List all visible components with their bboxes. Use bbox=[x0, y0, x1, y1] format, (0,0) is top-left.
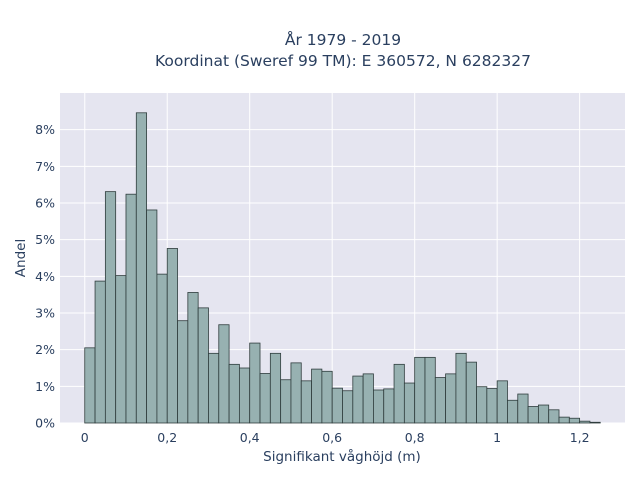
histogram-bar bbox=[115, 275, 127, 424]
histogram-bar bbox=[476, 386, 488, 424]
histogram-bar bbox=[249, 342, 261, 424]
histogram-bar bbox=[146, 209, 158, 424]
y-tick-label: 1% bbox=[35, 379, 55, 394]
histogram-bar bbox=[177, 320, 189, 424]
histogram-bar bbox=[331, 387, 343, 424]
x-tick-label: 0 bbox=[81, 430, 89, 445]
histogram-bar bbox=[104, 191, 117, 424]
histogram-bar bbox=[434, 377, 447, 424]
y-tick-label: 2% bbox=[35, 342, 55, 357]
histogram-bar bbox=[373, 389, 385, 424]
y-tick-label: 6% bbox=[35, 196, 55, 211]
histogram-bar bbox=[465, 361, 477, 424]
histogram-bar bbox=[208, 352, 220, 424]
histogram-bar bbox=[527, 406, 539, 424]
histogram-bar bbox=[300, 380, 312, 424]
y-tick-label: 8% bbox=[35, 122, 55, 137]
histogram-bar bbox=[568, 417, 581, 424]
y-tick-label: 0% bbox=[35, 416, 55, 431]
histogram-bar bbox=[259, 373, 271, 424]
x-axis-title: Signifikant våghöjd (m) bbox=[263, 448, 421, 465]
histogram-bar bbox=[517, 393, 529, 424]
histogram-bar bbox=[362, 373, 374, 424]
chart-title-line1: År 1979 - 2019 bbox=[285, 30, 401, 49]
y-tick-label: 7% bbox=[35, 159, 55, 174]
x-tick-label: 1,2 bbox=[570, 430, 590, 445]
histogram-bar bbox=[486, 388, 498, 424]
histogram-bar bbox=[589, 421, 601, 424]
x-tick-label: 1 bbox=[493, 430, 501, 445]
histogram-bar bbox=[197, 307, 209, 424]
histogram-bar bbox=[218, 324, 230, 424]
x-tick-label: 0,4 bbox=[240, 430, 260, 445]
histogram-bar bbox=[558, 416, 570, 424]
histogram-bar bbox=[496, 380, 508, 424]
histogram-bar bbox=[228, 363, 240, 424]
histogram-bar bbox=[187, 292, 199, 424]
histogram-bar bbox=[507, 399, 519, 424]
histogram-bar bbox=[84, 347, 96, 424]
histogram-bar bbox=[94, 280, 106, 424]
histogram-bar bbox=[311, 368, 323, 424]
histogram-bar bbox=[166, 248, 178, 424]
histogram-bar bbox=[125, 193, 137, 424]
histogram-bar bbox=[269, 352, 282, 424]
histogram-bar bbox=[321, 370, 333, 424]
y-axis-ticks: 0% 1% 2% 3% 4% 5% 6% 7% 8% bbox=[35, 122, 55, 430]
histogram-bar bbox=[280, 379, 292, 424]
histogram-bar bbox=[455, 352, 467, 424]
y-axis-title: Andel bbox=[13, 239, 29, 277]
histogram-bar bbox=[238, 367, 251, 424]
chart-title-line2: Koordinat (Sweref 99 TM): E 360572, N 62… bbox=[155, 52, 531, 70]
histogram-bar bbox=[135, 112, 148, 424]
histogram-bar bbox=[383, 388, 395, 424]
x-tick-label: 0,8 bbox=[405, 430, 425, 445]
histogram-bar bbox=[424, 356, 436, 424]
histogram-bars bbox=[84, 112, 601, 424]
y-tick-label: 4% bbox=[35, 269, 55, 284]
histogram-bar bbox=[445, 373, 457, 424]
histogram-bar bbox=[156, 273, 168, 424]
x-tick-label: 0,6 bbox=[322, 430, 342, 445]
histogram-bar bbox=[537, 404, 550, 424]
y-tick-label: 5% bbox=[35, 232, 55, 247]
histogram-bar bbox=[548, 409, 560, 424]
histogram-bar bbox=[403, 382, 416, 424]
histogram-bar bbox=[393, 363, 405, 424]
y-tick-label: 3% bbox=[35, 306, 55, 321]
histogram-bar bbox=[414, 356, 426, 424]
histogram-bar bbox=[342, 390, 354, 424]
histogram-bar bbox=[352, 375, 364, 424]
histogram-bar bbox=[290, 362, 302, 424]
x-axis-ticks: 0 0,2 0,4 0,6 0,8 1 1,2 bbox=[81, 430, 590, 445]
histogram-bar bbox=[579, 420, 591, 424]
x-tick-label: 0,2 bbox=[157, 430, 177, 445]
